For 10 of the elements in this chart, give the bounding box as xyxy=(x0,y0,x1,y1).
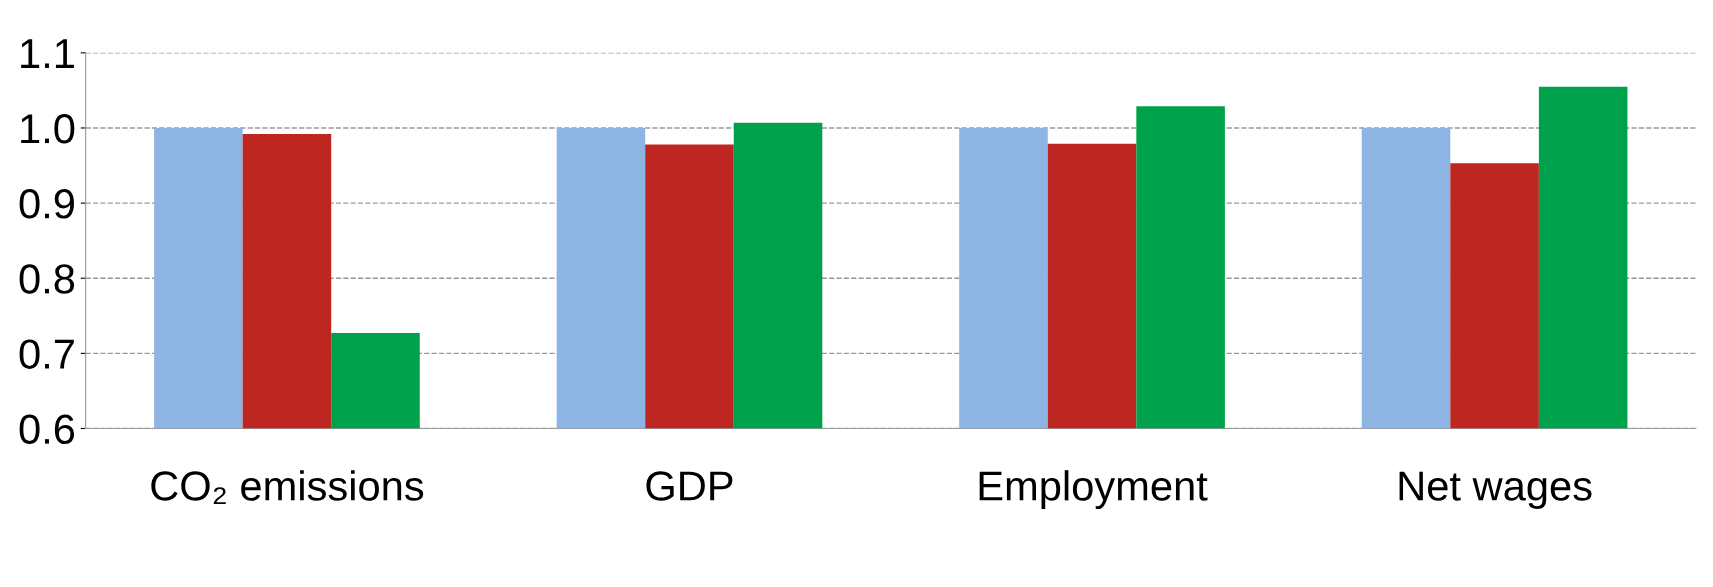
x-tick-label: Net wages xyxy=(1399,471,1592,510)
x-tick-label: Employment xyxy=(979,470,1208,510)
y-tick-label: 1.1 xyxy=(21,39,74,68)
x-tick-label: CO₂ emissions xyxy=(151,470,424,504)
y-tick-label: 0.8 xyxy=(19,264,75,294)
x-tick-label: GDP xyxy=(646,471,733,501)
y-tick-label: 0.7 xyxy=(19,339,74,369)
y-tick-label: 1.0 xyxy=(21,113,75,144)
y-tick-label: 0.9 xyxy=(19,189,74,219)
y-tick-label: 0.6 xyxy=(19,414,75,445)
